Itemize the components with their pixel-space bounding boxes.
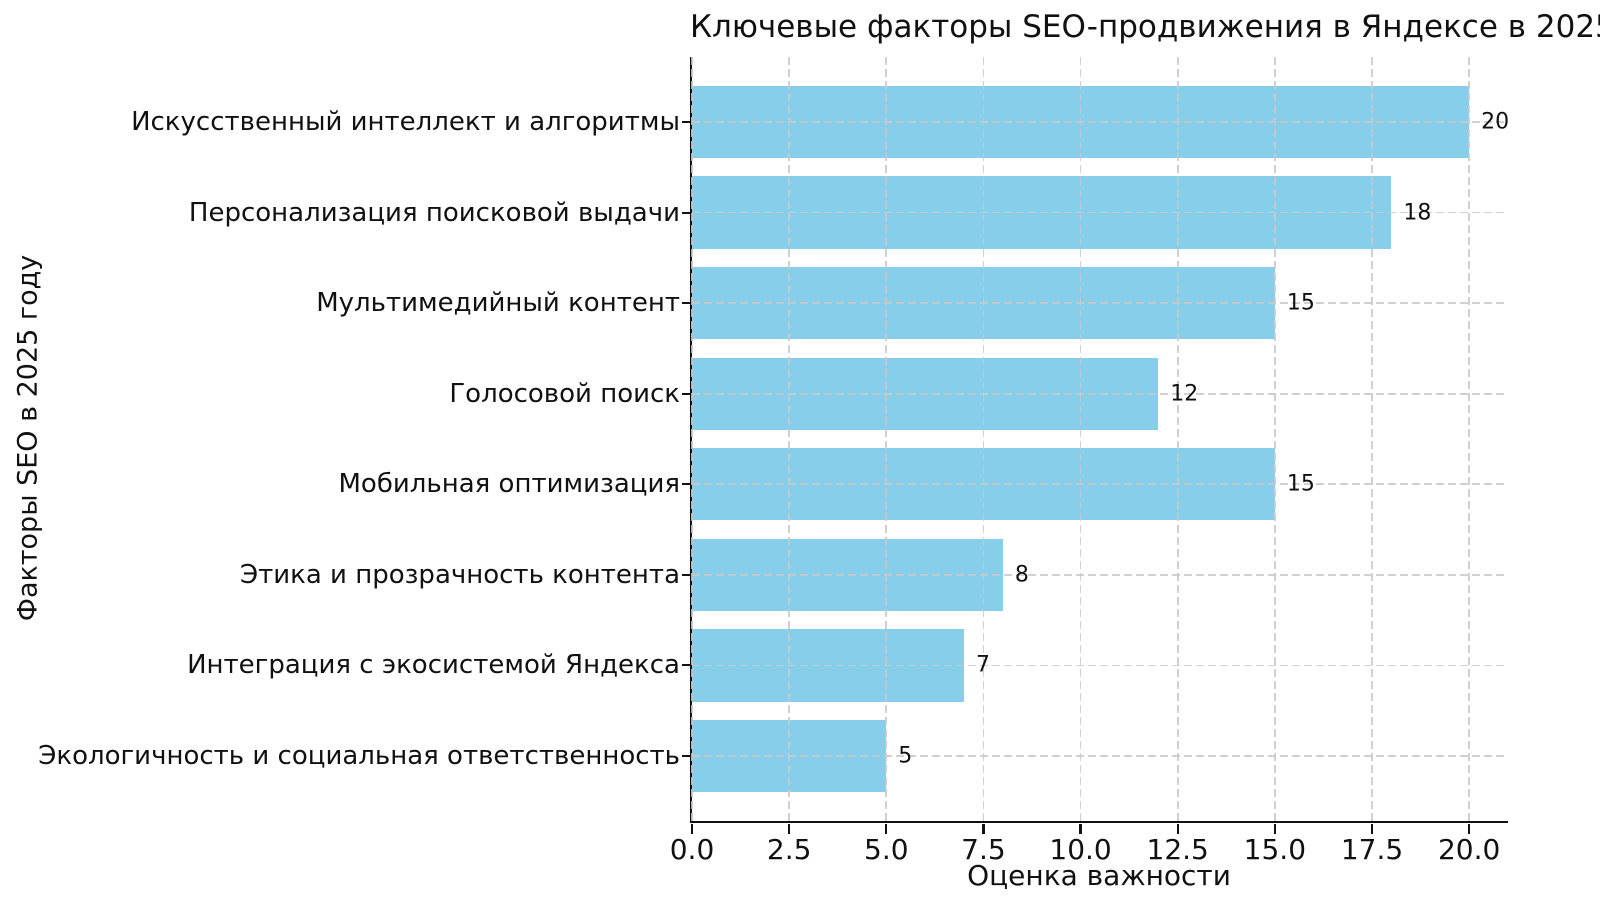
x-gridline bbox=[1468, 57, 1470, 821]
x-tick-label: 7.5 bbox=[961, 833, 1006, 866]
y-tick-mark bbox=[681, 483, 690, 486]
y-gridline bbox=[692, 573, 1508, 576]
y-axis-label: Факторы SEO в 2025 году bbox=[12, 254, 44, 622]
x-gridline bbox=[1079, 57, 1082, 821]
y-tick-label: Мультимедийный контент bbox=[316, 288, 680, 319]
y-tick-label: Персонализация поисковой выдачи bbox=[188, 197, 680, 228]
y-tick-mark bbox=[681, 121, 690, 124]
x-gridline bbox=[1176, 57, 1179, 821]
y-tick-mark bbox=[681, 392, 690, 395]
chart-title: Ключевые факторы SEO-продвижения в Яндек… bbox=[690, 9, 1600, 45]
x-tick-label: 15.0 bbox=[1243, 833, 1307, 866]
plot-area: 0.0 2.5 5.0 7.5 10.0 12.5 15.0 17.5 20.0 Искусств… bbox=[38, 57, 1510, 866]
y-tick-label: Мобильная оптимизация bbox=[338, 469, 680, 500]
x-tick-mark bbox=[788, 824, 791, 834]
x-tick-mark bbox=[1468, 824, 1471, 834]
bar-value-label: 12 bbox=[1170, 381, 1199, 407]
y-tick-label: Экологичность и социальная ответственнос… bbox=[38, 740, 680, 771]
y-tick-label: Этика и прозрачность контента bbox=[239, 559, 680, 590]
x-axis-label: Оценка важности bbox=[967, 859, 1231, 892]
bar-value-label: 15 bbox=[1286, 290, 1315, 316]
bar-value-label: 20 bbox=[1481, 109, 1510, 135]
y-tick-label: Голосовой поиск bbox=[449, 378, 680, 409]
bar-value-label: 15 bbox=[1286, 471, 1315, 497]
x-gridline bbox=[788, 57, 790, 821]
x-gridline bbox=[885, 57, 888, 821]
x-tick-label: 10.0 bbox=[1049, 833, 1112, 866]
y-tick-mark bbox=[681, 211, 690, 214]
y-gridline bbox=[692, 121, 1508, 123]
y-tick-mark bbox=[681, 754, 690, 757]
x-tick-mark bbox=[1079, 824, 1082, 834]
y-gridline bbox=[692, 392, 1508, 395]
x-tick-mark bbox=[1176, 824, 1179, 834]
x-tick-mark bbox=[1370, 824, 1374, 834]
x-gridline bbox=[982, 57, 985, 821]
y-gridline bbox=[692, 664, 1508, 667]
bar-value-label: 8 bbox=[1014, 562, 1029, 588]
y-tick-label: Интеграция с экосистемой Яндекса bbox=[187, 650, 680, 681]
bar-value-label: 7 bbox=[975, 652, 990, 678]
x-tick-mark bbox=[885, 824, 888, 834]
y-gridline bbox=[692, 755, 1508, 757]
x-tick-mark bbox=[982, 824, 985, 834]
bar-value-label: 18 bbox=[1403, 200, 1432, 226]
x-gridline bbox=[691, 57, 693, 821]
x-tick-label: 5.0 bbox=[864, 833, 909, 866]
y-gridline bbox=[692, 483, 1508, 486]
y-tick-mark bbox=[681, 302, 690, 305]
y-tick-mark bbox=[681, 664, 690, 667]
x-tick-label: 0.0 bbox=[669, 833, 715, 866]
x-gridline bbox=[1274, 57, 1276, 821]
x-tick-label: 2.5 bbox=[766, 833, 812, 866]
y-tick-mark bbox=[681, 573, 690, 576]
y-gridline bbox=[692, 302, 1508, 304]
x-tick-label: 17.5 bbox=[1340, 833, 1404, 866]
bar-value-label: 5 bbox=[898, 743, 913, 769]
x-gridline bbox=[1371, 57, 1373, 821]
x-tick-label: 20.0 bbox=[1437, 833, 1501, 866]
x-tick-label: 12.5 bbox=[1146, 833, 1209, 866]
y-gridline bbox=[692, 211, 1508, 214]
y-tick-label: Искусственный интеллект и алгоритмы bbox=[131, 107, 680, 138]
x-tick-mark bbox=[690, 824, 694, 834]
x-tick-mark bbox=[1273, 824, 1276, 834]
